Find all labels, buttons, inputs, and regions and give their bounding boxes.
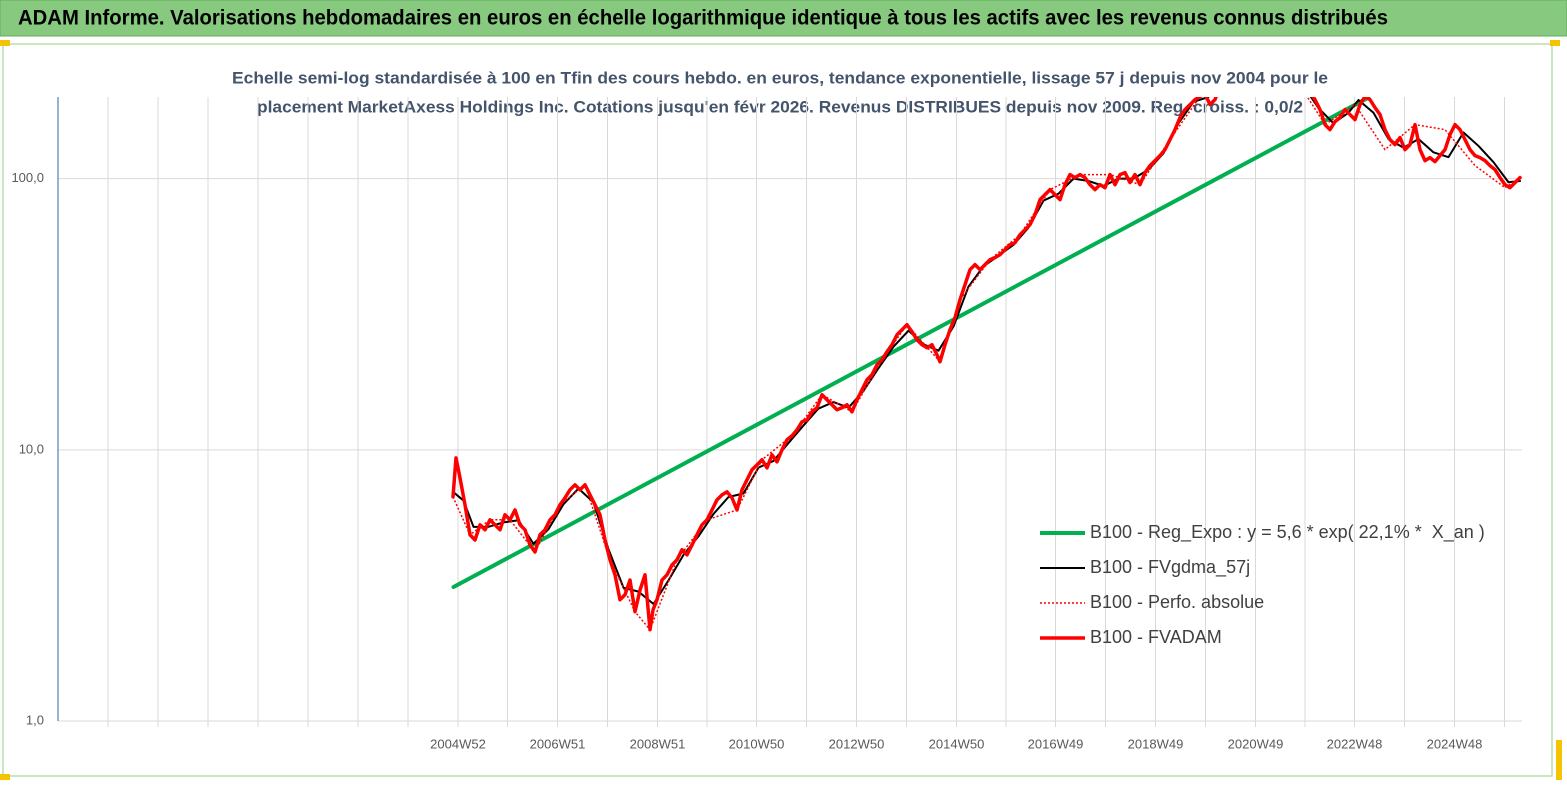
x-tick-label: 2008W51 — [630, 736, 686, 751]
x-tick-label: 2018W49 — [1128, 736, 1184, 751]
header-bar — [0, 0, 1567, 37]
series-line — [451, 97, 1522, 632]
x-tick-label: 2016W49 — [1028, 736, 1084, 751]
y-tick-label: 100,0 — [11, 170, 44, 185]
series-line — [452, 97, 1521, 606]
corner — [1550, 40, 1560, 46]
corner — [0, 40, 10, 46]
legend-label: B100 - FVgdma_57j — [1090, 557, 1250, 578]
corner — [0, 774, 10, 780]
legend-label: B100 - FVADAM — [1090, 627, 1222, 647]
y-tick-label: 10,0 — [19, 441, 44, 456]
x-tick-label: 2022W48 — [1327, 736, 1383, 751]
subtitle: Echelle semi-log standardisée à 100 en T… — [232, 68, 1328, 87]
subtitle: placement MarketAxess Holdings Inc. Cota… — [257, 97, 1303, 116]
x-tick-label: 2012W50 — [829, 736, 885, 751]
y-tick-label: 1,0 — [26, 712, 44, 727]
x-tick-label: 2004W52 — [430, 736, 486, 751]
page-title: ADAM Informe. Valorisations hebdomadaire… — [18, 7, 1388, 30]
legend: B100 - Reg_Expo : y = 5,6 * exp( 22,1% *… — [1040, 522, 1485, 647]
legend-label: B100 - Perfo. absolue — [1090, 592, 1264, 612]
corner — [1556, 740, 1562, 780]
x-tick-label: 2020W49 — [1228, 736, 1284, 751]
legend-label: B100 - Reg_Expo : y = 5,6 * exp( 22,1% *… — [1090, 522, 1485, 543]
x-tick-label: 2010W50 — [729, 736, 785, 751]
x-tick-label: 2024W48 — [1427, 736, 1483, 751]
frame — [2, 43, 1553, 777]
grid: 2004W52 2006W51 2008W51 2010W50 2012W50 2014W… — [11, 97, 1522, 751]
x-tick-label: 2014W50 — [929, 736, 985, 751]
plot-area — [451, 97, 1522, 632]
x-tick-label: 2006W51 — [530, 736, 586, 751]
series-line — [451, 97, 1371, 589]
